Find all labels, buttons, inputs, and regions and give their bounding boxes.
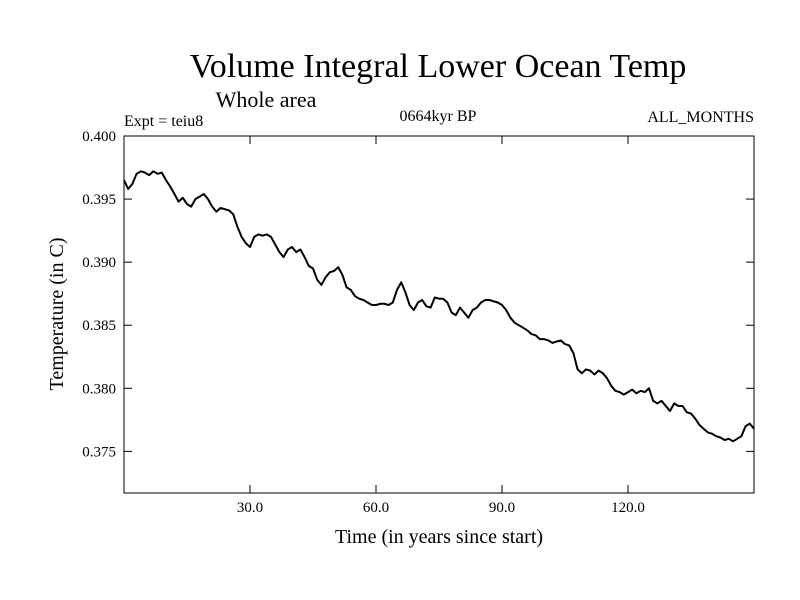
x-tick-label: 90.0 bbox=[489, 500, 515, 516]
y-tick-label: 0.395 bbox=[82, 192, 116, 208]
y-tick-label: 0.375 bbox=[82, 444, 116, 460]
x-tick-label: 30.0 bbox=[237, 500, 263, 516]
y-tick-label: 0.390 bbox=[82, 255, 116, 271]
y-tick-label: 0.385 bbox=[82, 318, 116, 334]
plot-area-frame bbox=[123, 135, 755, 494]
y-tick-label: 0.400 bbox=[82, 129, 116, 145]
months-label: ALL_MONTHS bbox=[647, 109, 754, 126]
y-axis-ticks: 0.400 0.395 0.390 0.385 0.380 0.375 bbox=[82, 129, 754, 460]
y-tick-label: 0.380 bbox=[82, 381, 116, 397]
period-label: 0664kyr BP bbox=[400, 108, 477, 125]
x-tick-label: 60.0 bbox=[363, 500, 389, 516]
series-group bbox=[123, 170, 755, 443]
x-axis-ticks: 30.0 60.0 90.0 120.0 bbox=[237, 136, 645, 516]
x-tick-label: 120.0 bbox=[611, 500, 645, 516]
chart-title: Volume Integral Lower Ocean Temp bbox=[190, 48, 687, 85]
x-axis-label: Time (in years since start) bbox=[335, 526, 543, 548]
y-axis-label: Temperature (in C) bbox=[46, 238, 68, 391]
chart-subtitle: Whole area bbox=[216, 87, 317, 112]
series-line bbox=[123, 170, 755, 443]
experiment-label: Expt = teiu8 bbox=[124, 113, 203, 130]
